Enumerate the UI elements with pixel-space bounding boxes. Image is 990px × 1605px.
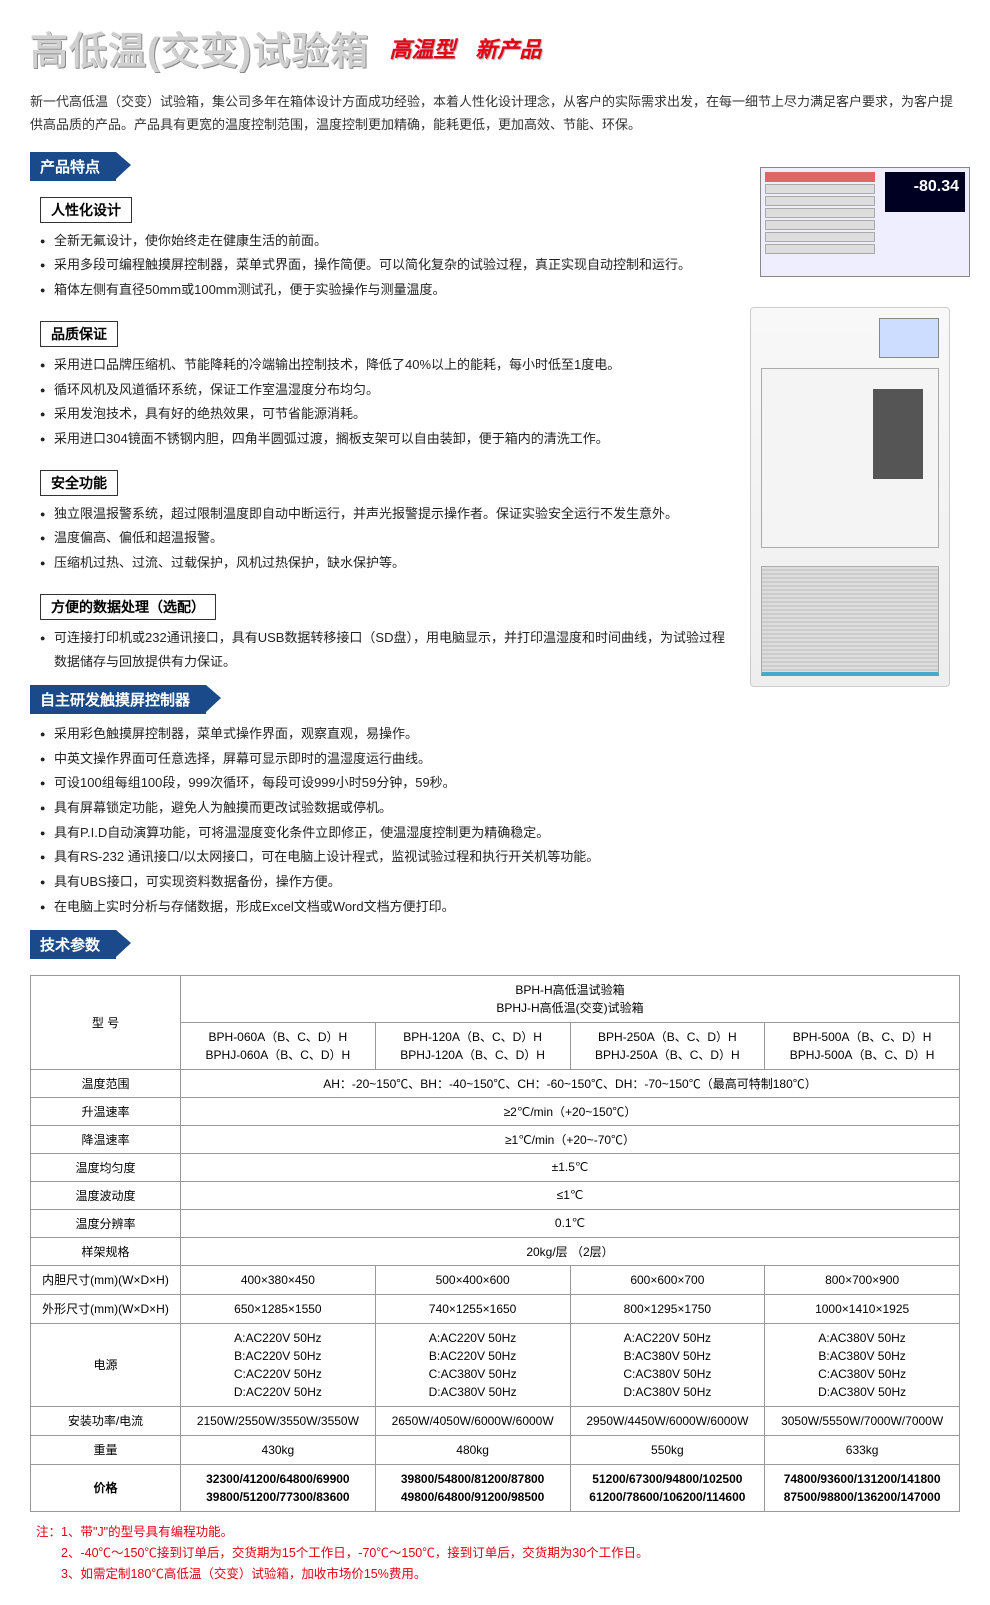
controller-item: 中英文操作界面可任意选择，屏幕可显示即时的温湿度运行曲线。 xyxy=(40,747,730,772)
badge-new: 新产品 xyxy=(475,32,541,64)
spec-value: 3050W/5550W/7000W/7000W xyxy=(765,1406,960,1435)
model-cell: BPH-120A（B、C、D）HBPHJ-120A（B、C、D）H xyxy=(375,1022,570,1069)
spec-label: 温度范围 xyxy=(31,1069,181,1097)
spec-label: 降温速率 xyxy=(31,1125,181,1153)
note-item: 3、如需定制180℃高低温（交变）试验箱，加收市场价15%费用。 xyxy=(61,1567,426,1581)
intro-text: 新一代高低温（交变）试验箱，集公司多年在箱体设计方面成功经验，本着人性化设计理念… xyxy=(30,90,960,137)
spec-value: 2150W/2550W/3550W/3550W xyxy=(181,1406,376,1435)
spec-table: 型 号 BPH-H高低温试验箱BPHJ-H高低温(交变)试验箱 BPH-060A… xyxy=(30,975,960,1512)
notes: 注：1、带"J"的型号具有编程功能。 注：2、-40℃～150℃接到订单后，交货… xyxy=(30,1522,960,1586)
spec-value: 500×400×600 xyxy=(375,1265,570,1294)
feature-list: 采用进口品牌压缩机、节能降耗的冷端输出控制技术，降低了40%以上的能耗，每小时低… xyxy=(40,353,730,452)
screen-value: -80.34 xyxy=(891,178,959,196)
notes-label: 注： xyxy=(36,1525,61,1539)
model-cell: BPH-060A（B、C、D）HBPHJ-060A（B、C、D）H xyxy=(181,1022,376,1069)
controller-item: 采用彩色触摸屏控制器，菜单式操作界面，观察直观，易操作。 xyxy=(40,722,730,747)
sub-header: 人性化设计 xyxy=(40,197,132,223)
note-item: 2、-40℃～150℃接到订单后，交货期为15个工作日，-70℃～150℃，接到… xyxy=(61,1546,649,1560)
spec-value: 2650W/4050W/6000W/6000W xyxy=(375,1406,570,1435)
spec-label: 温度分辨率 xyxy=(31,1209,181,1237)
feature-list: 全新无氟设计，使你始终走在健康生活的前面。采用多段可编程触摸屏控制器，菜单式界面… xyxy=(40,229,730,303)
spec-label: 温度均匀度 xyxy=(31,1153,181,1181)
spec-label: 重量 xyxy=(31,1435,181,1464)
spec-value: 600×600×700 xyxy=(570,1265,765,1294)
spec-value: 650×1285×1550 xyxy=(181,1294,376,1323)
sub-header: 安全功能 xyxy=(40,470,118,496)
feature-item: 箱体左侧有直径50mm或100mm测试孔，便于实验操作与测量温度。 xyxy=(40,278,730,303)
spec-value: 51200/67300/94800/10250061200/78600/1062… xyxy=(570,1464,765,1511)
spec-value: 430kg xyxy=(181,1435,376,1464)
spec-label: 样架规格 xyxy=(31,1237,181,1265)
series-header: BPH-H高低温试验箱BPHJ-H高低温(交变)试验箱 xyxy=(181,975,960,1022)
feature-item: 压缩机过热、过流、过载保护，风机过热保护，缺水保护等。 xyxy=(40,551,730,576)
spec-value: 740×1255×1650 xyxy=(375,1294,570,1323)
note-item: 1、带"J"的型号具有编程功能。 xyxy=(61,1525,233,1539)
feature-item: 采用进口304镜面不锈钢内胆，四角半圆弧过渡，搁板支架可以自由装卸，便于箱内的清… xyxy=(40,427,730,452)
spec-header: 技术参数 xyxy=(30,930,116,959)
model-cell: BPH-250A（B、C、D）HBPHJ-250A（B、C、D）H xyxy=(570,1022,765,1069)
spec-value: 2950W/4450W/6000W/6000W xyxy=(570,1406,765,1435)
spec-value: A:AC380V 50HzB:AC380V 50HzC:AC380V 50HzD… xyxy=(765,1323,960,1406)
sub-header: 品质保证 xyxy=(40,321,118,347)
controller-item: 在电脑上实时分析与存储数据，形成Excel文档或Word文档方便打印。 xyxy=(40,895,730,920)
spec-label: 温度波动度 xyxy=(31,1181,181,1209)
controller-item: 具有P.I.D自动演算功能，可将温湿度变化条件立即修正，使温湿度控制更为精确稳定… xyxy=(40,821,730,846)
title-row: 高低温(交变)试验箱 高温型 新产品 xyxy=(30,20,960,75)
spec-value: 74800/93600/131200/14180087500/98800/136… xyxy=(765,1464,960,1511)
sub-header: 方便的数据处理（选配） xyxy=(40,594,216,620)
feature-item: 温度偏高、偏低和超温报警。 xyxy=(40,526,730,551)
spec-value: A:AC220V 50HzB:AC220V 50HzC:AC220V 50HzD… xyxy=(181,1323,376,1406)
badge-hot: 高温型 xyxy=(389,32,455,64)
spec-label: 外形尺寸(mm)(W×D×H) xyxy=(31,1294,181,1323)
feature-item: 循环风机及风道循环系统，保证工作室温湿度分布均匀。 xyxy=(40,378,730,403)
spec-value: 633kg xyxy=(765,1435,960,1464)
feature-item: 采用多段可编程触摸屏控制器，菜单式界面，操作简便。可以简化复杂的试验过程，真正实… xyxy=(40,253,730,278)
controller-header: 自主研发触摸屏控制器 xyxy=(30,685,206,714)
controller-screenshot: -80.34 xyxy=(760,167,970,277)
spec-value: 800×700×900 xyxy=(765,1265,960,1294)
main-title: 高低温(交变)试验箱 xyxy=(30,20,369,75)
spec-value: ≥1℃/min（+20~-70℃） xyxy=(181,1125,960,1153)
spec-value: 32300/41200/64800/6990039800/51200/77300… xyxy=(181,1464,376,1511)
controller-item: 具有屏幕锁定功能，避免人为触摸而更改试验数据或停机。 xyxy=(40,796,730,821)
spec-value: 1000×1410×1925 xyxy=(765,1294,960,1323)
spec-label: 升温速率 xyxy=(31,1097,181,1125)
feature-item: 可连接打印机或232通讯接口，具有USB数据转移接口（SD盘），用电脑显示，并打… xyxy=(40,626,730,675)
spec-value: 400×380×450 xyxy=(181,1265,376,1294)
spec-label: 内胆尺寸(mm)(W×D×H) xyxy=(31,1265,181,1294)
controller-item: 具有UBS接口，可实现资料数据备份，操作方便。 xyxy=(40,870,730,895)
features-header: 产品特点 xyxy=(30,152,116,181)
feature-item: 独立限温报警系统，超过限制温度即自动中断运行，并声光报警提示操作者。保证实验安全… xyxy=(40,502,730,527)
spec-value: A:AC220V 50HzB:AC380V 50HzC:AC380V 50HzD… xyxy=(570,1323,765,1406)
spec-value: 800×1295×1750 xyxy=(570,1294,765,1323)
feature-item: 采用发泡技术，具有好的绝热效果，可节省能源消耗。 xyxy=(40,402,730,427)
machine-photo xyxy=(750,307,950,687)
spec-label: 价格 xyxy=(31,1464,181,1511)
spec-value: 39800/54800/81200/8780049800/64800/91200… xyxy=(375,1464,570,1511)
spec-value: ±1.5℃ xyxy=(181,1153,960,1181)
spec-value: 550kg xyxy=(570,1435,765,1464)
spec-value: 480kg xyxy=(375,1435,570,1464)
spec-label: 电源 xyxy=(31,1323,181,1406)
model-cell: BPH-500A（B、C、D）HBPHJ-500A（B、C、D）H xyxy=(765,1022,960,1069)
controller-item: 可设100组每组100段，999次循环，每段可设999小时59分钟，59秒。 xyxy=(40,771,730,796)
spec-value: A:AC220V 50HzB:AC220V 50HzC:AC380V 50HzD… xyxy=(375,1323,570,1406)
feature-item: 全新无氟设计，使你始终走在健康生活的前面。 xyxy=(40,229,730,254)
feature-item: 采用进口品牌压缩机、节能降耗的冷端输出控制技术，降低了40%以上的能耗，每小时低… xyxy=(40,353,730,378)
spec-value: ≥2℃/min（+20~150℃） xyxy=(181,1097,960,1125)
spec-value: ≤1℃ xyxy=(181,1181,960,1209)
controller-item: 具有RS-232 通讯接口/以太网接口，可在电脑上设计程式，监视试验过程和执行开… xyxy=(40,845,730,870)
feature-list: 可连接打印机或232通讯接口，具有USB数据转移接口（SD盘），用电脑显示，并打… xyxy=(40,626,730,675)
feature-list: 独立限温报警系统，超过限制温度即自动中断运行，并声光报警提示操作者。保证实验安全… xyxy=(40,502,730,576)
spec-value: 0.1℃ xyxy=(181,1209,960,1237)
spec-value: AH：-20~150℃、BH：-40~150℃、CH：-60~150℃、DH：-… xyxy=(181,1069,960,1097)
spec-value: 20kg/层 （2层） xyxy=(181,1237,960,1265)
product-images: -80.34 xyxy=(750,167,970,687)
model-label: 型 号 xyxy=(31,975,181,1069)
spec-label: 安装功率/电流 xyxy=(31,1406,181,1435)
controller-list: 采用彩色触摸屏控制器，菜单式操作界面，观察直观，易操作。中英文操作界面可任意选择… xyxy=(40,722,730,920)
